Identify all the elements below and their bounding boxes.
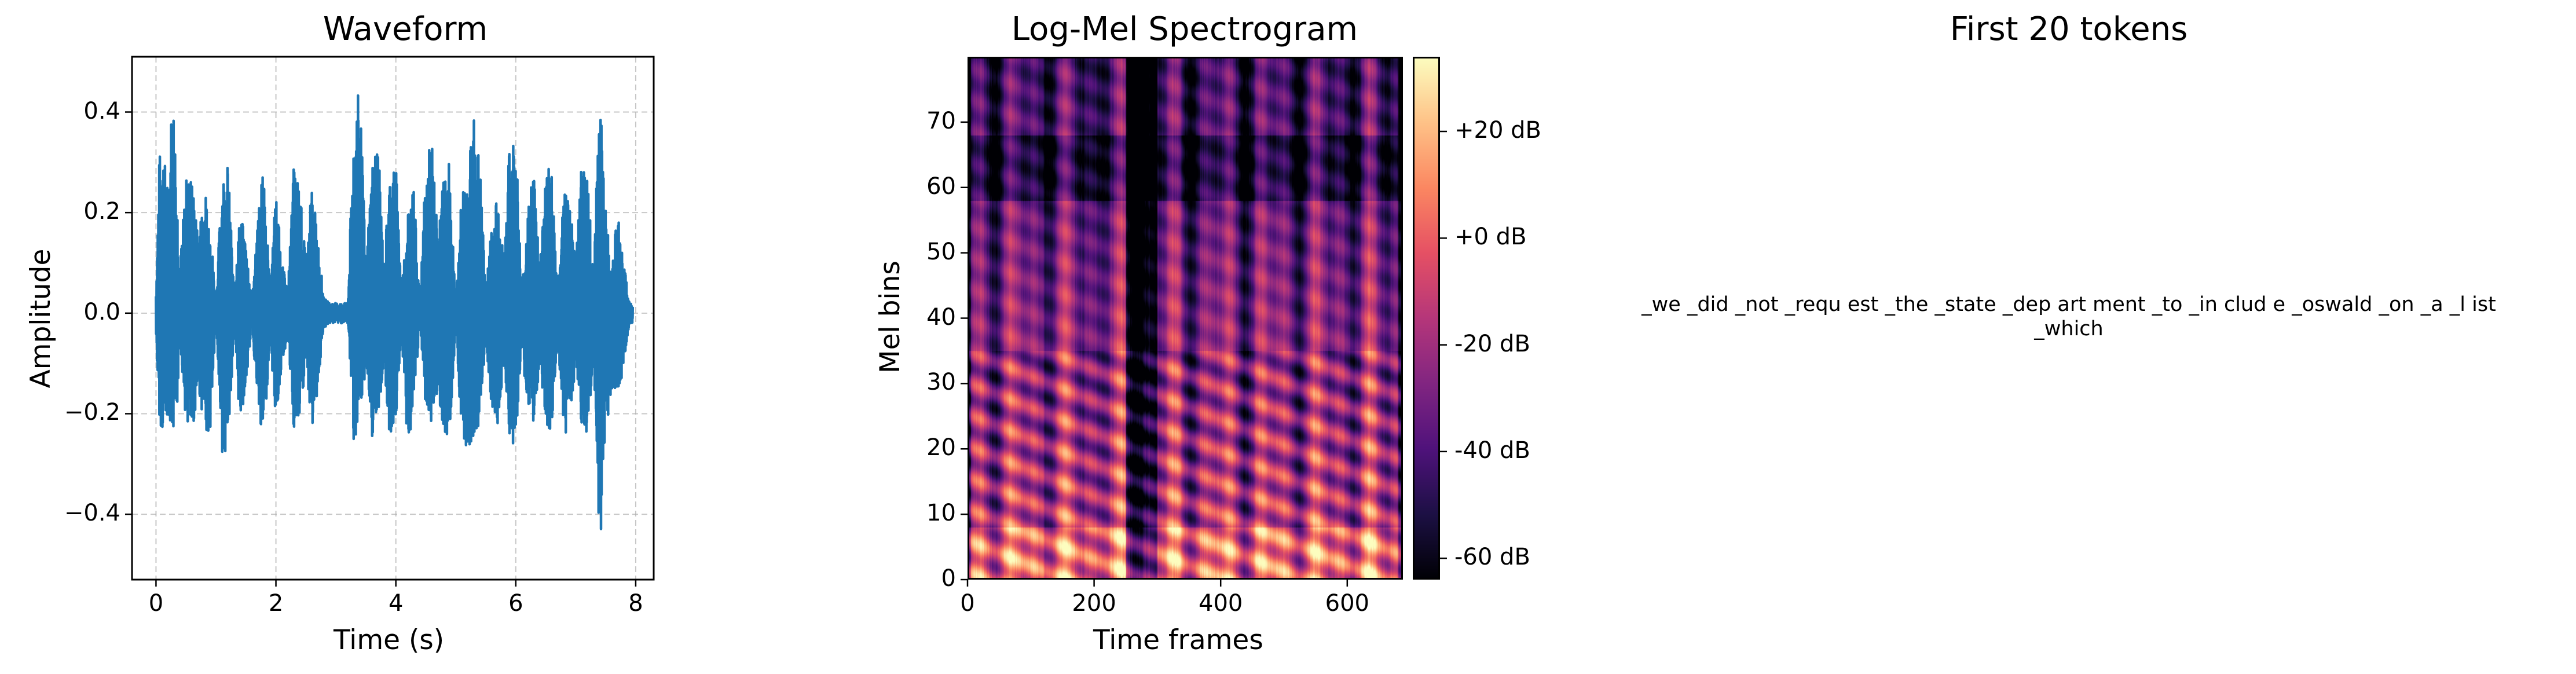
waveform-line <box>155 94 635 530</box>
colorbar-tick-label: -20 dB <box>1454 330 1530 357</box>
tokens-text: _we _did _not _requ est _the _state _dep… <box>1563 292 2574 341</box>
spectrogram-y-axis-label: Mel bins <box>874 261 906 373</box>
spectrogram-x-tick-label: 400 <box>1199 590 1243 617</box>
colorbar-tick-label: +20 dB <box>1454 117 1541 144</box>
waveform-x-tick-label: 2 <box>268 590 284 617</box>
waveform-y-tick-label: −0.2 <box>64 399 120 426</box>
waveform-y-tick-label: 0.2 <box>83 198 120 225</box>
spectrogram-y-tick-label: 40 <box>926 303 956 331</box>
tokens-title: First 20 tokens <box>1950 10 2188 48</box>
waveform-x-tick-label: 4 <box>388 590 404 617</box>
spectrogram-y-tick-label: 0 <box>941 565 956 592</box>
spectrogram-y-tick-label: 50 <box>926 238 956 265</box>
spectrogram-x-tick-label: 600 <box>1325 590 1369 617</box>
tokens-line-1: _we _did _not _requ est _the _state _dep… <box>1641 293 2496 316</box>
spectrogram-x-axis-label: Time frames <box>1093 624 1263 656</box>
spectrogram-colorbar <box>1413 57 1440 580</box>
spectrogram-title: Log-Mel Spectrogram <box>1011 10 1358 48</box>
colorbar-tick-label: -40 dB <box>1454 437 1530 464</box>
spectrogram-x-tick-label: 200 <box>1072 590 1116 617</box>
colorbar-tick-label: -60 dB <box>1454 544 1530 571</box>
waveform-y-tick-label: −0.4 <box>64 500 120 527</box>
waveform-x-tick-label: 0 <box>148 590 164 617</box>
waveform-y-tick-label: 0.4 <box>83 97 120 124</box>
spectrogram-heatmap <box>968 57 1403 580</box>
waveform-y-tick-label: 0.0 <box>83 298 120 325</box>
waveform-x-tick-label: 8 <box>628 590 643 617</box>
tokens-line-2: _which <box>2034 317 2104 340</box>
spectrogram-y-tick-label: 60 <box>926 173 956 200</box>
colorbar-tick-label: +0 dB <box>1454 224 1527 251</box>
spectrogram-axes-frame <box>968 57 1403 580</box>
spectrogram-y-tick-label: 30 <box>926 369 956 396</box>
waveform-x-axis-label: Time (s) <box>334 624 445 656</box>
spectrogram-x-tick-label: 0 <box>960 590 975 617</box>
spectrogram-y-tick-label: 10 <box>926 500 956 527</box>
waveform-series <box>155 94 635 530</box>
colorbar-frame <box>1413 57 1440 580</box>
waveform-x-tick-label: 6 <box>508 590 523 617</box>
spectrogram-y-tick-label: 70 <box>926 107 956 134</box>
waveform-ticks <box>125 111 637 587</box>
waveform-axes-frame <box>131 56 655 581</box>
spectrogram-y-tick-label: 20 <box>926 434 956 461</box>
waveform-title: Waveform <box>323 10 488 48</box>
